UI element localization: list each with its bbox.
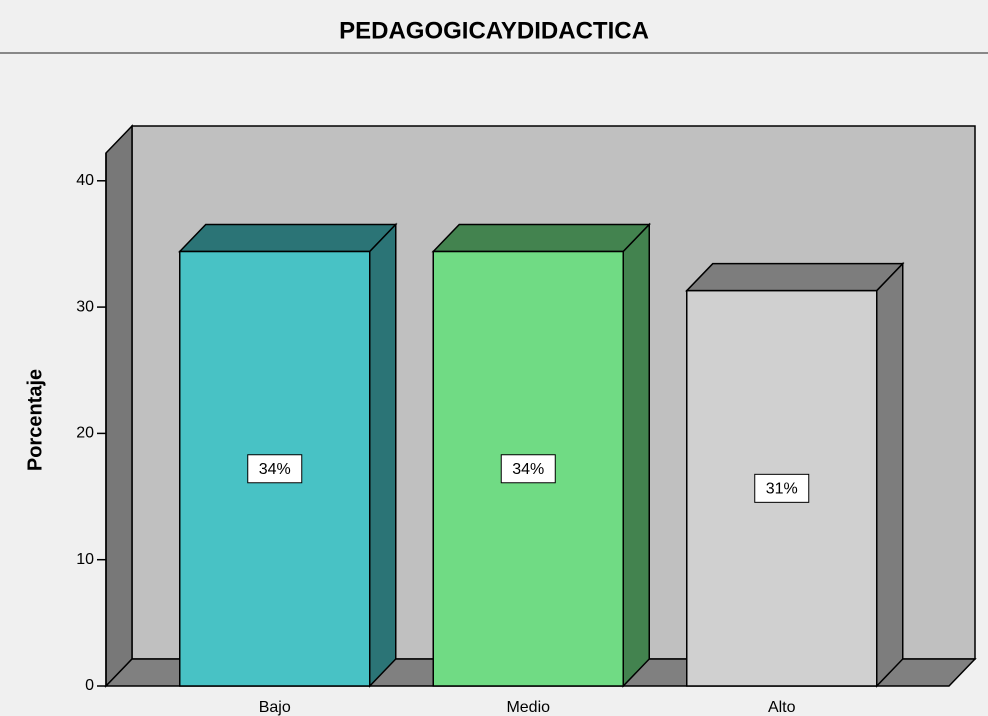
x-tick-label: Alto [768,699,796,716]
value-label-box [754,473,810,503]
bar-top [684,262,905,292]
side-wall [105,124,133,688]
x-tick-label: Bajo [259,699,291,716]
bar-side [622,222,650,688]
y-tick-label: 0 [85,677,94,694]
x-tick-label: Medio [506,699,550,716]
bar-side [369,222,397,688]
value-label: 34% [259,461,291,478]
bar-top [431,223,652,253]
y-tick-label: 20 [76,425,94,442]
value-label-box [500,454,556,484]
bar-top [177,223,398,253]
value-label: 31% [766,481,798,498]
y-tick-label: 30 [76,298,94,315]
y-axis-label: Porcentaje [24,369,46,471]
chart-title: PEDAGOGICAYDIDACTICA [339,17,649,44]
value-label-box [247,454,303,484]
bar-side [876,261,904,688]
y-tick-label: 40 [76,172,94,189]
value-label: 34% [512,461,544,478]
y-tick-label: 10 [76,551,94,568]
